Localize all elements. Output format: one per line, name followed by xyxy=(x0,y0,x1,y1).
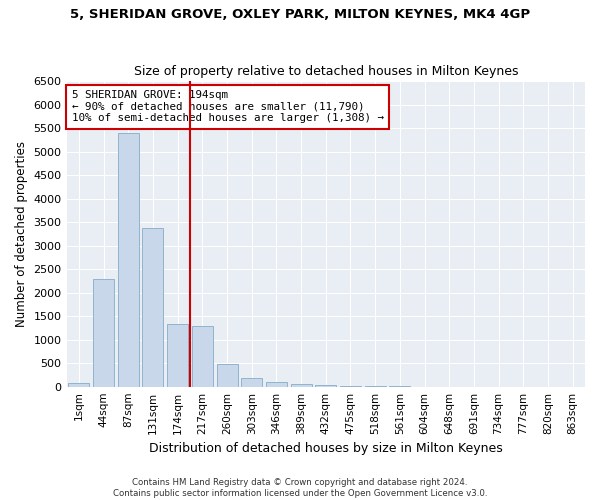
Bar xyxy=(142,228,163,386)
Bar xyxy=(241,378,262,386)
Bar xyxy=(118,133,139,386)
Bar xyxy=(290,384,311,386)
Bar xyxy=(315,385,336,386)
X-axis label: Distribution of detached houses by size in Milton Keynes: Distribution of detached houses by size … xyxy=(149,442,503,455)
Text: Contains HM Land Registry data © Crown copyright and database right 2024.
Contai: Contains HM Land Registry data © Crown c… xyxy=(113,478,487,498)
Text: 5, SHERIDAN GROVE, OXLEY PARK, MILTON KEYNES, MK4 4GP: 5, SHERIDAN GROVE, OXLEY PARK, MILTON KE… xyxy=(70,8,530,20)
Bar xyxy=(167,324,188,386)
Bar xyxy=(68,384,89,386)
Bar xyxy=(266,382,287,386)
Title: Size of property relative to detached houses in Milton Keynes: Size of property relative to detached ho… xyxy=(134,66,518,78)
Y-axis label: Number of detached properties: Number of detached properties xyxy=(15,141,28,327)
Bar xyxy=(192,326,213,386)
Text: 5 SHERIDAN GROVE: 194sqm
← 90% of detached houses are smaller (11,790)
10% of se: 5 SHERIDAN GROVE: 194sqm ← 90% of detach… xyxy=(72,90,384,124)
Bar xyxy=(93,280,114,386)
Bar xyxy=(217,364,238,386)
